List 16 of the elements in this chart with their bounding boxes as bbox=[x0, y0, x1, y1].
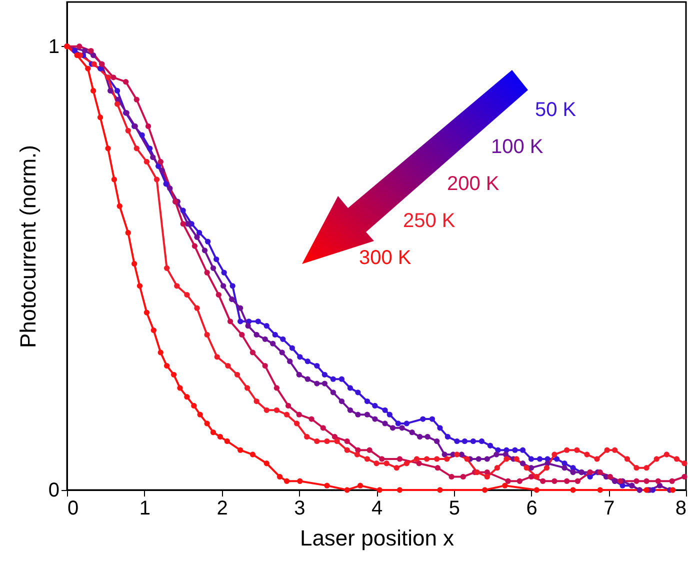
x-tick-label: 2 bbox=[216, 498, 228, 520]
text: 50 K bbox=[535, 99, 577, 121]
x-axis-title: Laser position x bbox=[300, 526, 454, 550]
text: 250 K bbox=[403, 210, 456, 232]
x-tick-label: 7 bbox=[604, 498, 615, 520]
y-axis-title: Photocurrent (norm.) bbox=[15, 145, 40, 348]
text: 200 K bbox=[447, 173, 500, 195]
text: 300 K bbox=[359, 247, 412, 269]
x-tick-label: 3 bbox=[294, 498, 306, 520]
x-tick-label: 5 bbox=[448, 498, 460, 520]
x-tick-label: 1 bbox=[139, 498, 150, 520]
x-tick-label: 8 bbox=[675, 498, 686, 520]
text: 100 K bbox=[491, 136, 544, 158]
x-tick-label: 6 bbox=[526, 498, 538, 520]
x-tick-label: 4 bbox=[371, 498, 383, 520]
x-tick-label: 0 bbox=[68, 498, 79, 520]
